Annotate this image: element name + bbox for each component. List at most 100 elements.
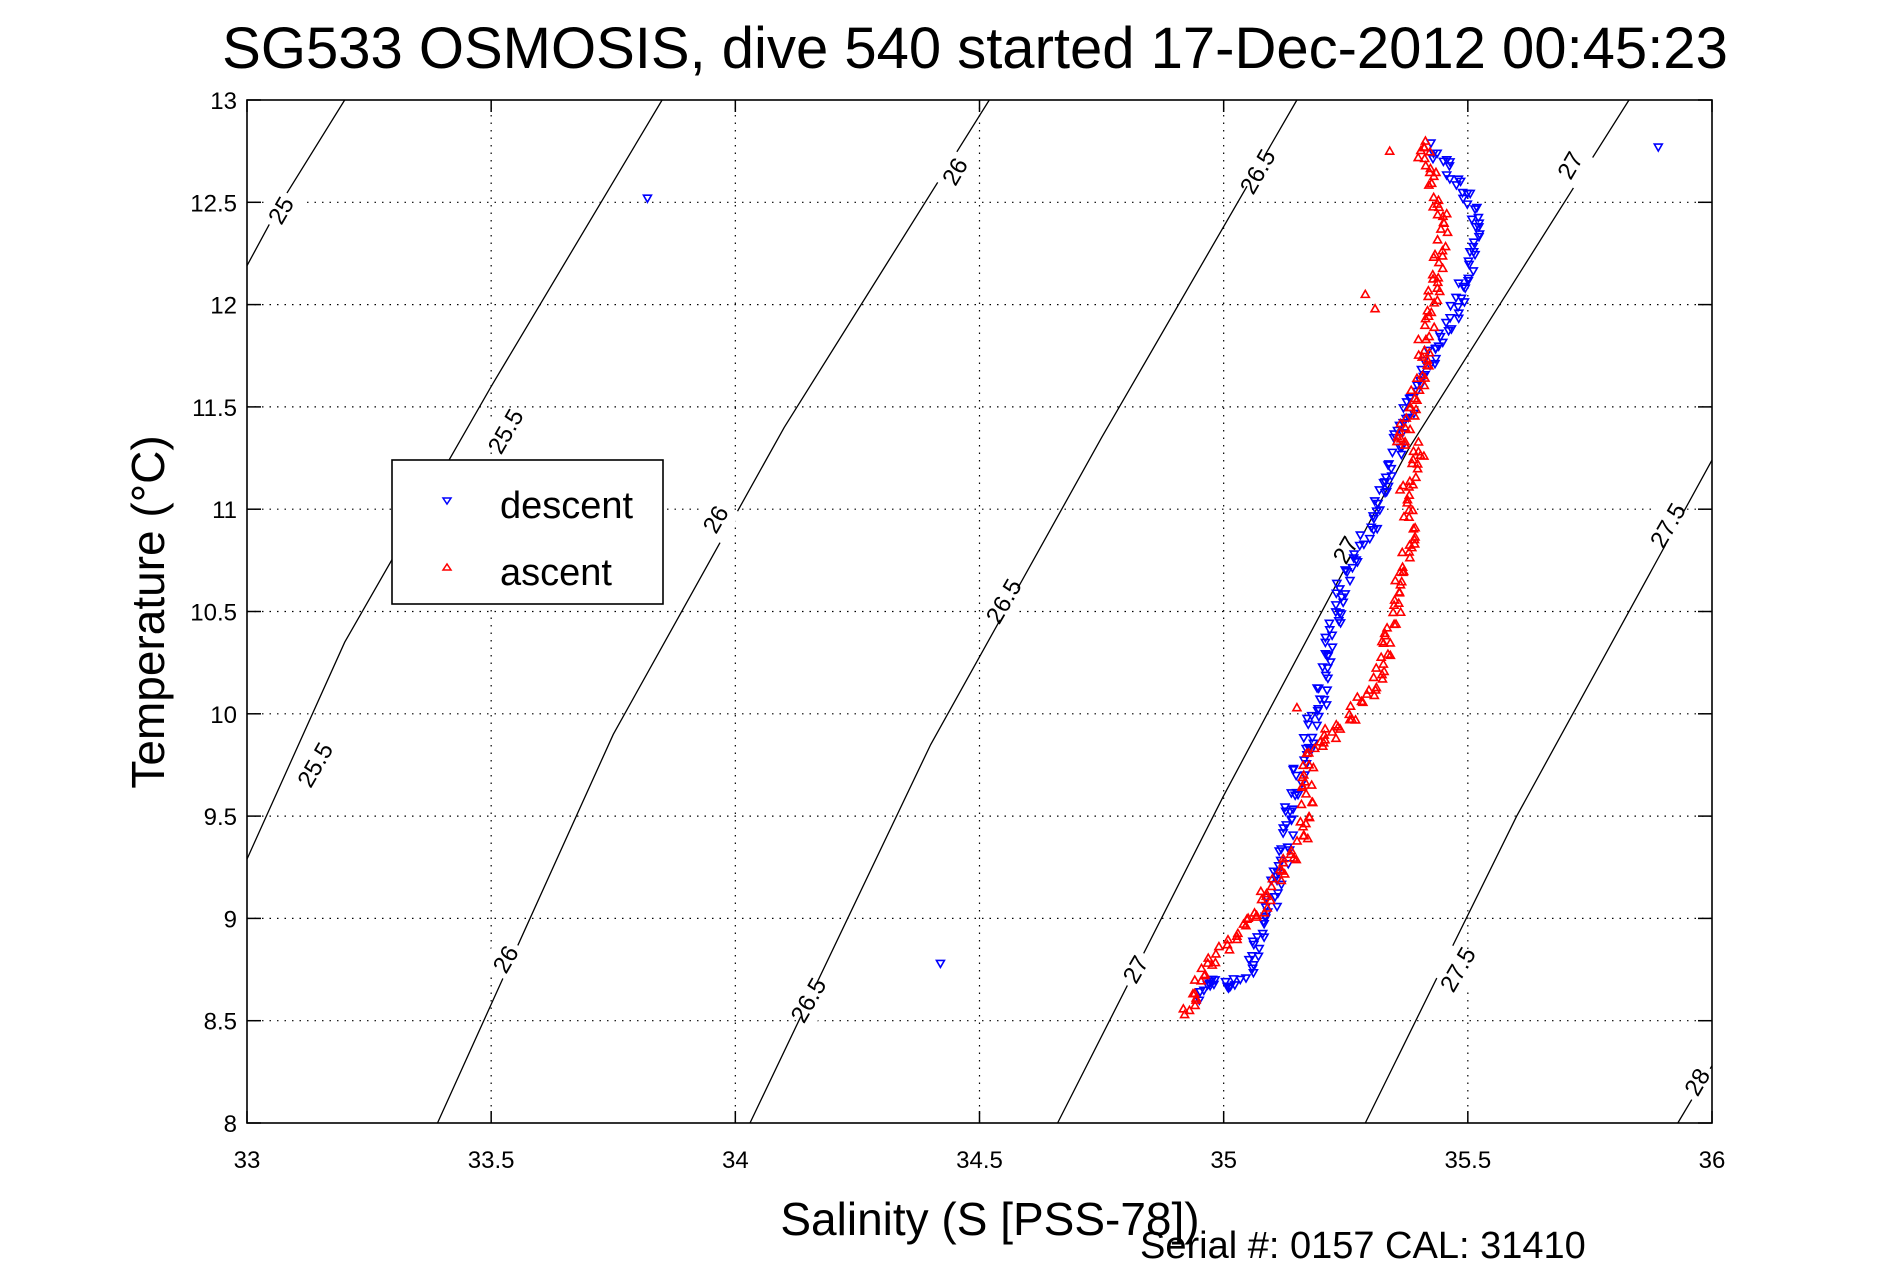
ascent-point [1298,830,1309,840]
contour-label-bg [979,576,1029,626]
descent-point [1453,309,1465,319]
y-tick-label: 9.5 [204,804,237,831]
ascent-point [1409,392,1421,403]
ascent-point [1412,151,1424,162]
descent-point [1371,507,1382,517]
ascent-point [1277,853,1289,863]
contour-label-bg [1672,1057,1722,1107]
ascent-point [1318,737,1330,747]
descent-point [1441,155,1453,166]
x-tick-label: 33 [234,1147,261,1174]
contour-label-bg [691,494,741,545]
ascent-point [1190,992,1202,1002]
descent-point [1467,267,1479,277]
descent-point [1276,880,1287,891]
ascent-point [1318,729,1330,739]
ascent-point [1419,344,1430,355]
descent-point [1271,902,1283,913]
descent-point [1335,610,1347,620]
ascent-point [1433,256,1445,267]
descent-point [1464,189,1476,200]
ascent-point [1414,384,1425,395]
ascent-point [1418,379,1430,390]
descent-point [1334,609,1345,619]
descent-point [1444,313,1456,324]
ascent-point [1291,835,1303,845]
ascent-point [1388,599,1400,609]
ascent-point [1330,719,1342,729]
y-tick-label: 13 [210,88,237,115]
ascent-point [1375,651,1387,661]
ascent-point [1393,597,1405,607]
ascent-point [1395,579,1406,589]
ascent-point [1317,740,1329,750]
ascent-point [1406,457,1418,468]
descent-point [1194,988,1206,998]
ascent-point [1397,479,1409,490]
descent-point [1387,448,1398,458]
ascent-point [1279,868,1291,878]
descent-point [1452,303,1464,313]
ascent-point [1427,201,1439,211]
descent-point [1321,686,1333,696]
contour-label-bg [1545,140,1595,191]
descent-point [1474,230,1485,240]
descent-point [1253,952,1264,962]
ascent-point [1376,636,1388,646]
ascent-point [1306,779,1318,789]
ascent-point [1399,439,1411,449]
ascent-point [1306,796,1318,806]
y-tick-label: 8 [224,1111,237,1138]
descent-point [1223,983,1235,993]
contour-label-bg [1433,944,1483,995]
ascent-point [1431,282,1443,293]
descent-point [1243,955,1255,966]
ascent-point [1399,436,1411,446]
ascent-point [1198,970,1210,980]
ascent-point [1210,948,1222,958]
descent-point [1459,284,1471,294]
descent-point [1287,831,1299,841]
descent-point [1354,531,1366,541]
ascent-point [1295,816,1306,826]
y-tick-label: 11 [212,497,237,524]
y-tick-label: 12.5 [190,190,237,217]
ascent-point [1395,417,1406,428]
ascent-point [1428,297,1440,307]
descent-point [1321,701,1332,711]
ascent-point [1195,975,1207,985]
descent-point [1461,200,1473,210]
descent-point [1320,638,1331,649]
ascent-point [1213,940,1225,951]
descent-point [1379,488,1391,499]
contour-label-bg [930,147,980,197]
ascent-point [1415,449,1426,460]
ascent-point [1423,179,1435,189]
x-tick-label: 34.5 [956,1147,1003,1174]
descent-point [1381,487,1393,498]
ascent-point [1396,546,1408,557]
descent-point [1450,293,1462,304]
ascent-point [1427,269,1439,279]
isopycnal-26 [436,99,990,1124]
ascent-point [1350,714,1361,724]
descent-point [1307,739,1319,749]
isopycnal-25 [246,99,346,267]
descent-point [1327,643,1338,653]
ascent-point [1418,141,1430,151]
ascent-point [1303,747,1315,757]
descent-point [1289,791,1301,801]
ascent-point [1303,759,1315,769]
descent-point [1221,982,1233,992]
ascent-point [1319,723,1331,733]
descent-point [1401,398,1413,408]
descent-point [1287,805,1299,815]
descent-point [1277,824,1289,834]
ascent-point [1387,606,1399,617]
descent-point [1364,534,1376,545]
y-axis-label: Temperature (°C) [122,435,174,788]
ascent-point [1409,538,1421,548]
ascent-point [1416,351,1428,361]
descent-point [1331,579,1343,590]
